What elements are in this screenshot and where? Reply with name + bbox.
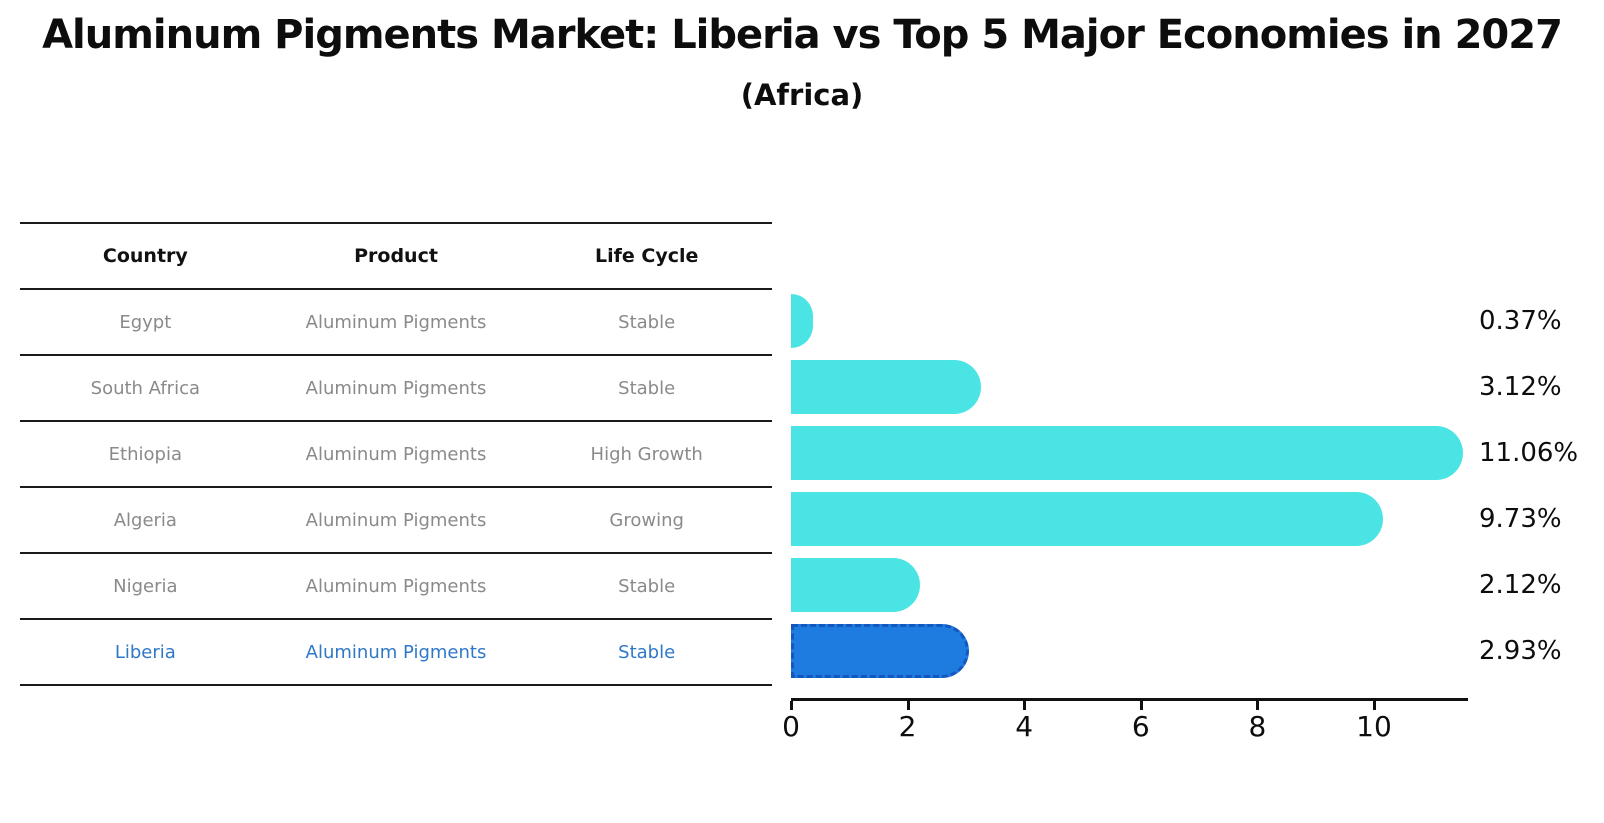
x-tick-label: 6 <box>1131 710 1150 743</box>
table-row: Nigeria Aluminum Pigments Stable <box>20 554 772 620</box>
value-label-nigeria: 2.12% <box>1479 570 1562 600</box>
table-cell-country: South Africa <box>90 377 201 399</box>
table-header-life-cycle: Life Cycle <box>594 245 699 267</box>
x-tick-mark <box>1139 701 1143 710</box>
value-label-liberia: 2.93% <box>1479 636 1562 666</box>
x-tick-label: 0 <box>782 710 800 743</box>
value-label-ethiopia: 11.06% <box>1479 438 1579 468</box>
bar-ethiopia <box>791 426 1464 480</box>
table-body: Egypt Aluminum Pigments Stable South Afr… <box>20 290 772 686</box>
table-cell-product: Aluminum Pigments <box>305 641 487 663</box>
x-tick-mark <box>790 701 793 710</box>
table-cell-life-cycle: Growing <box>609 509 684 531</box>
table-cell-life-cycle: Stable <box>618 575 676 597</box>
table-cell-life-cycle: Stable <box>618 641 676 663</box>
table-header-row: Country Product Life Cycle <box>20 224 772 290</box>
chart-title: Aluminum Pigments Market: Liberia vs Top… <box>42 12 1563 58</box>
x-tick-label: 10 <box>1356 710 1392 743</box>
bar-nigeria <box>791 558 920 612</box>
x-tick-label: 8 <box>1248 710 1267 743</box>
table-header-product: Product <box>354 245 438 267</box>
table-row: Algeria Aluminum Pigments Growing <box>20 488 772 554</box>
table-cell-country: Egypt <box>119 311 172 333</box>
table-cell-product: Aluminum Pigments <box>305 575 487 597</box>
table-cell-product: Aluminum Pigments <box>305 443 487 465</box>
table-row: South Africa Aluminum Pigments Stable <box>20 356 772 422</box>
x-tick-mark <box>906 701 910 710</box>
table-cell-country: Ethiopia <box>108 443 182 465</box>
table-cell-country: Liberia <box>114 641 176 663</box>
x-tick-label: 2 <box>898 710 917 743</box>
table-cell-product: Aluminum Pigments <box>305 377 487 399</box>
x-tick-mark <box>1373 701 1376 710</box>
x-tick-mark <box>1256 701 1260 710</box>
bar-liberia <box>791 624 970 678</box>
value-label-algeria: 9.73% <box>1479 504 1562 534</box>
bar-algeria <box>791 492 1383 546</box>
table-row: Ethiopia Aluminum Pigments High Growth <box>20 422 772 488</box>
bar-south-africa <box>791 360 981 414</box>
table-cell-product: Aluminum Pigments <box>305 509 487 531</box>
table-row: Egypt Aluminum Pigments Stable <box>20 290 772 356</box>
table-header-country: Country <box>102 245 188 267</box>
table-cell-product: Aluminum Pigments <box>305 311 487 333</box>
table-cell-country: Nigeria <box>113 575 178 597</box>
table-row: Liberia Aluminum Pigments Stable <box>20 620 772 686</box>
x-axis-line <box>791 698 1468 701</box>
value-label-south-africa: 3.12% <box>1479 372 1562 402</box>
x-tick-mark <box>1023 701 1027 710</box>
table-cell-country: Algeria <box>113 509 177 531</box>
chart-subtitle: (Africa) <box>740 78 864 112</box>
bar-egypt <box>791 294 814 348</box>
table-cell-life-cycle: Stable <box>618 311 676 333</box>
country-table: Country Product Life Cycle Egypt Aluminu… <box>20 222 772 686</box>
x-tick-label: 4 <box>1015 710 1034 743</box>
value-label-egypt: 0.37% <box>1479 306 1562 336</box>
table-cell-life-cycle: High Growth <box>590 443 703 465</box>
table-cell-life-cycle: Stable <box>618 377 676 399</box>
